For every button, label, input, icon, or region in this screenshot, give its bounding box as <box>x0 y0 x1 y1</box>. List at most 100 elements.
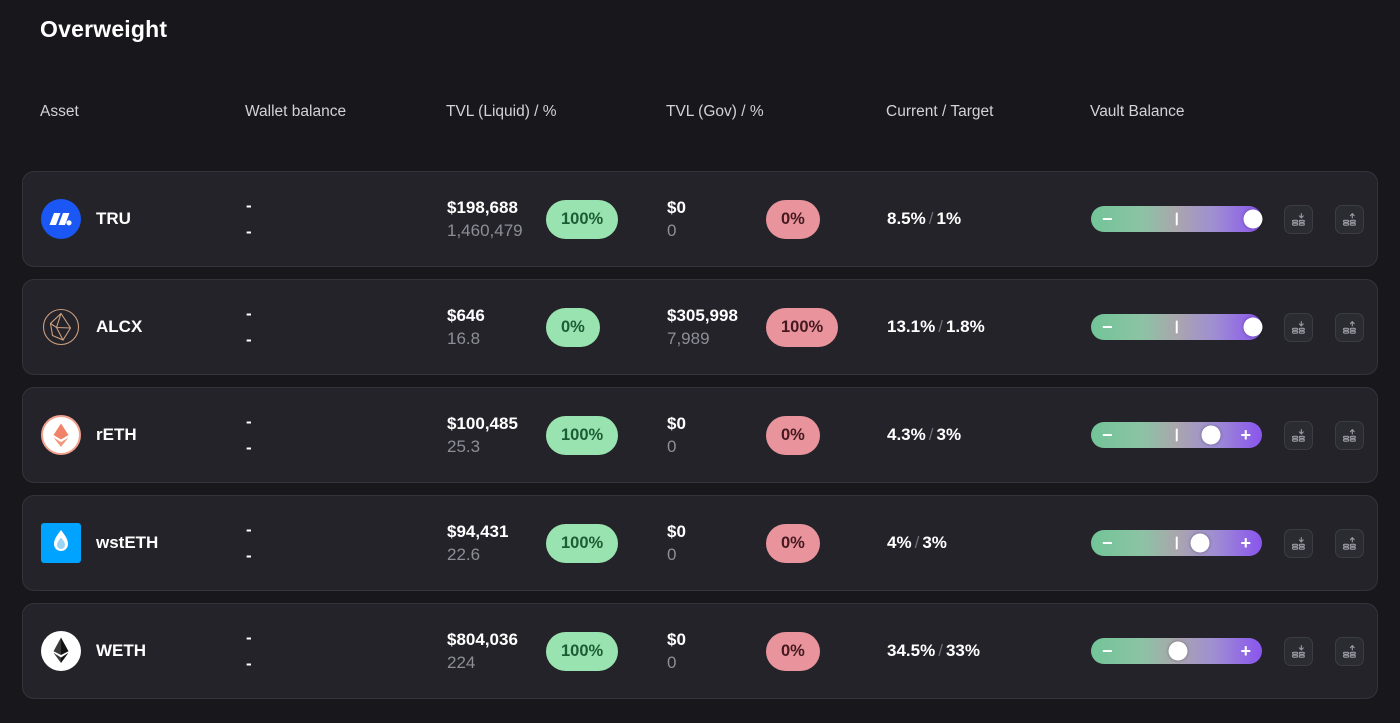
tvl-liquid-cell: $198,688 1,460,479 100% <box>447 198 667 241</box>
tvl-liquid-usd: $198,688 <box>447 197 518 217</box>
tvl-gov-usd: $0 <box>667 629 686 649</box>
truefi-token-icon <box>41 199 81 239</box>
vault-balance-cell: − + <box>1091 528 1364 558</box>
wallet-balance-secondary: - <box>246 546 252 565</box>
target-value: 1.8% <box>945 317 985 336</box>
deposit-button[interactable] <box>1284 636 1313 666</box>
tvl-liquid-amount: 1,460,479 <box>447 220 523 240</box>
coins-arrow-up-icon <box>1342 212 1357 227</box>
asset-row: ALCX - - $646 16.8 0% $305,998 7,989 100… <box>22 279 1378 375</box>
tvl-gov-values: $0 0 <box>667 414 766 457</box>
asset-ticker: TRU <box>96 209 131 228</box>
slider-increment[interactable]: + <box>1240 425 1251 445</box>
current-target-separator: / <box>938 317 943 336</box>
wallet-balance-cell: - - <box>246 517 447 569</box>
target-value: 3% <box>922 533 947 552</box>
current-target-cell: 8.5%/1% <box>887 209 1091 229</box>
target-value: 33% <box>945 641 980 660</box>
coins-arrow-down-icon <box>1291 428 1306 443</box>
vault-balance-cell: − + <box>1091 420 1364 450</box>
wallet-balance-secondary: - <box>246 330 252 349</box>
slider-increment[interactable]: + <box>1240 641 1251 661</box>
slider-target-tick <box>1175 212 1178 226</box>
slider-decrement[interactable]: − <box>1102 317 1113 337</box>
vault-balance-slider[interactable]: − + <box>1091 530 1262 556</box>
asset-ticker: rETH <box>96 425 137 444</box>
slider-thumb[interactable] <box>1168 641 1188 661</box>
slider-decrement[interactable]: − <box>1102 533 1113 553</box>
deposit-button[interactable] <box>1284 528 1313 558</box>
alchemix-token-icon <box>41 307 81 347</box>
deposit-button[interactable] <box>1284 312 1313 342</box>
asset-ticker: WETH <box>96 641 147 660</box>
deposit-button[interactable] <box>1284 204 1313 234</box>
current-value: 8.5% <box>887 209 926 228</box>
tvl-liquid-usd: $804,036 <box>447 629 518 649</box>
withdraw-button[interactable] <box>1335 204 1364 234</box>
target-value: 1% <box>936 209 962 228</box>
column-header-tvl-liquid: TVL (Liquid) / % <box>446 103 557 120</box>
tvl-gov-cell: $0 0 0% <box>667 414 887 457</box>
current-target-cell: 4.3%/3% <box>887 425 1091 445</box>
current-value: 34.5% <box>887 641 936 660</box>
slider-thumb[interactable] <box>1201 425 1221 445</box>
wallet-balance-cell: - - <box>246 409 447 461</box>
wallet-balance-primary: - <box>246 628 252 647</box>
asset-cell: ALCX <box>41 307 246 347</box>
withdraw-button[interactable] <box>1335 528 1364 558</box>
vault-balance-slider[interactable]: − + <box>1091 314 1263 340</box>
coins-arrow-down-icon <box>1291 536 1306 551</box>
slider-decrement[interactable]: − <box>1102 425 1113 445</box>
vault-balance-cell: − + <box>1091 636 1364 666</box>
coins-arrow-down-icon <box>1291 644 1306 659</box>
slider-target-tick <box>1175 428 1178 442</box>
slider-decrement[interactable]: − <box>1102 209 1113 229</box>
tvl-gov-amount: 0 <box>667 652 677 672</box>
tvl-gov-values: $0 0 <box>667 198 766 241</box>
tvl-liquid-values: $198,688 1,460,479 <box>447 198 546 241</box>
tvl-gov-percent-badge: 0% <box>766 199 820 239</box>
current-target-separator: / <box>938 641 943 660</box>
column-header-asset: Asset <box>40 103 79 120</box>
tvl-gov-values: $0 0 <box>667 630 766 673</box>
tvl-liquid-amount: 224 <box>447 652 476 672</box>
asset-cell: rETH <box>41 415 246 455</box>
tvl-gov-cell: $0 0 0% <box>667 630 887 673</box>
coins-arrow-up-icon <box>1342 644 1357 659</box>
tvl-gov-values: $0 0 <box>667 522 766 565</box>
tvl-liquid-usd: $100,485 <box>447 413 518 433</box>
vault-balance-slider[interactable]: − + <box>1091 638 1262 664</box>
current-target-separator: / <box>928 209 934 228</box>
column-header-vault-balance: Vault Balance <box>1090 103 1185 120</box>
asset-ticker: wstETH <box>96 533 159 552</box>
slider-decrement[interactable]: − <box>1102 641 1113 661</box>
coins-arrow-up-icon <box>1342 320 1357 335</box>
slider-thumb[interactable] <box>1243 317 1263 337</box>
vault-balance-cell: − + <box>1091 312 1364 342</box>
withdraw-button[interactable] <box>1335 420 1364 450</box>
coins-arrow-down-icon <box>1291 212 1306 227</box>
slider-thumb[interactable] <box>1243 209 1263 229</box>
wsteth-token-icon <box>41 523 81 563</box>
asset-row: rETH - - $100,485 25.3 100% $0 0 0% 4.3%… <box>22 387 1378 483</box>
tvl-liquid-amount: 22.6 <box>447 544 481 564</box>
slider-thumb[interactable] <box>1190 533 1210 553</box>
tvl-gov-percent-badge: 0% <box>766 631 820 671</box>
weth-token-icon <box>41 631 81 671</box>
reth-token-icon <box>41 415 81 455</box>
withdraw-button[interactable] <box>1335 312 1364 342</box>
tvl-liquid-values: $94,431 22.6 <box>447 522 546 565</box>
asset-cell: WETH <box>41 631 246 671</box>
tvl-liquid-values: $804,036 224 <box>447 630 546 673</box>
vault-balance-slider[interactable]: − + <box>1091 206 1263 232</box>
slider-increment[interactable]: + <box>1240 533 1251 553</box>
deposit-button[interactable] <box>1284 420 1313 450</box>
tvl-liquid-values: $100,485 25.3 <box>447 414 546 457</box>
tvl-gov-percent-badge: 0% <box>766 523 820 563</box>
tvl-gov-cell: $0 0 0% <box>667 198 887 241</box>
withdraw-button[interactable] <box>1335 636 1364 666</box>
wallet-balance-cell: - - <box>246 625 447 677</box>
tvl-liquid-cell: $100,485 25.3 100% <box>447 414 667 457</box>
tvl-gov-percent-badge: 100% <box>766 307 839 347</box>
vault-balance-slider[interactable]: − + <box>1091 422 1262 448</box>
